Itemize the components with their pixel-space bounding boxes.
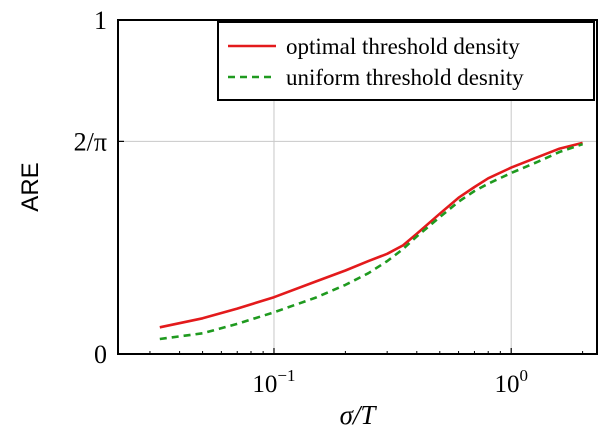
axis-ticks: 10−1 100 0 2/π 1 <box>74 6 584 398</box>
plot-frame <box>117 19 598 355</box>
series-line-1 <box>159 141 583 329</box>
x-tick-label: 10−1 <box>252 366 295 398</box>
series-line-2 <box>159 142 584 341</box>
y-tick-label: 0 <box>94 340 107 369</box>
y-axis-label: ARE <box>17 162 44 211</box>
y-tick-label: 1 <box>94 6 107 35</box>
legend: optimal threshold density uniform thresho… <box>217 21 595 101</box>
y-tick-label: 2/π <box>74 127 107 156</box>
series-layer <box>159 141 584 341</box>
x-axis-label: σ/T <box>340 400 378 430</box>
legend-label-2: uniform threshold desnity <box>286 65 524 90</box>
x-tick-label: 100 <box>494 366 528 398</box>
legend-label-1: optimal threshold density <box>286 34 520 59</box>
legend-box <box>217 21 595 101</box>
